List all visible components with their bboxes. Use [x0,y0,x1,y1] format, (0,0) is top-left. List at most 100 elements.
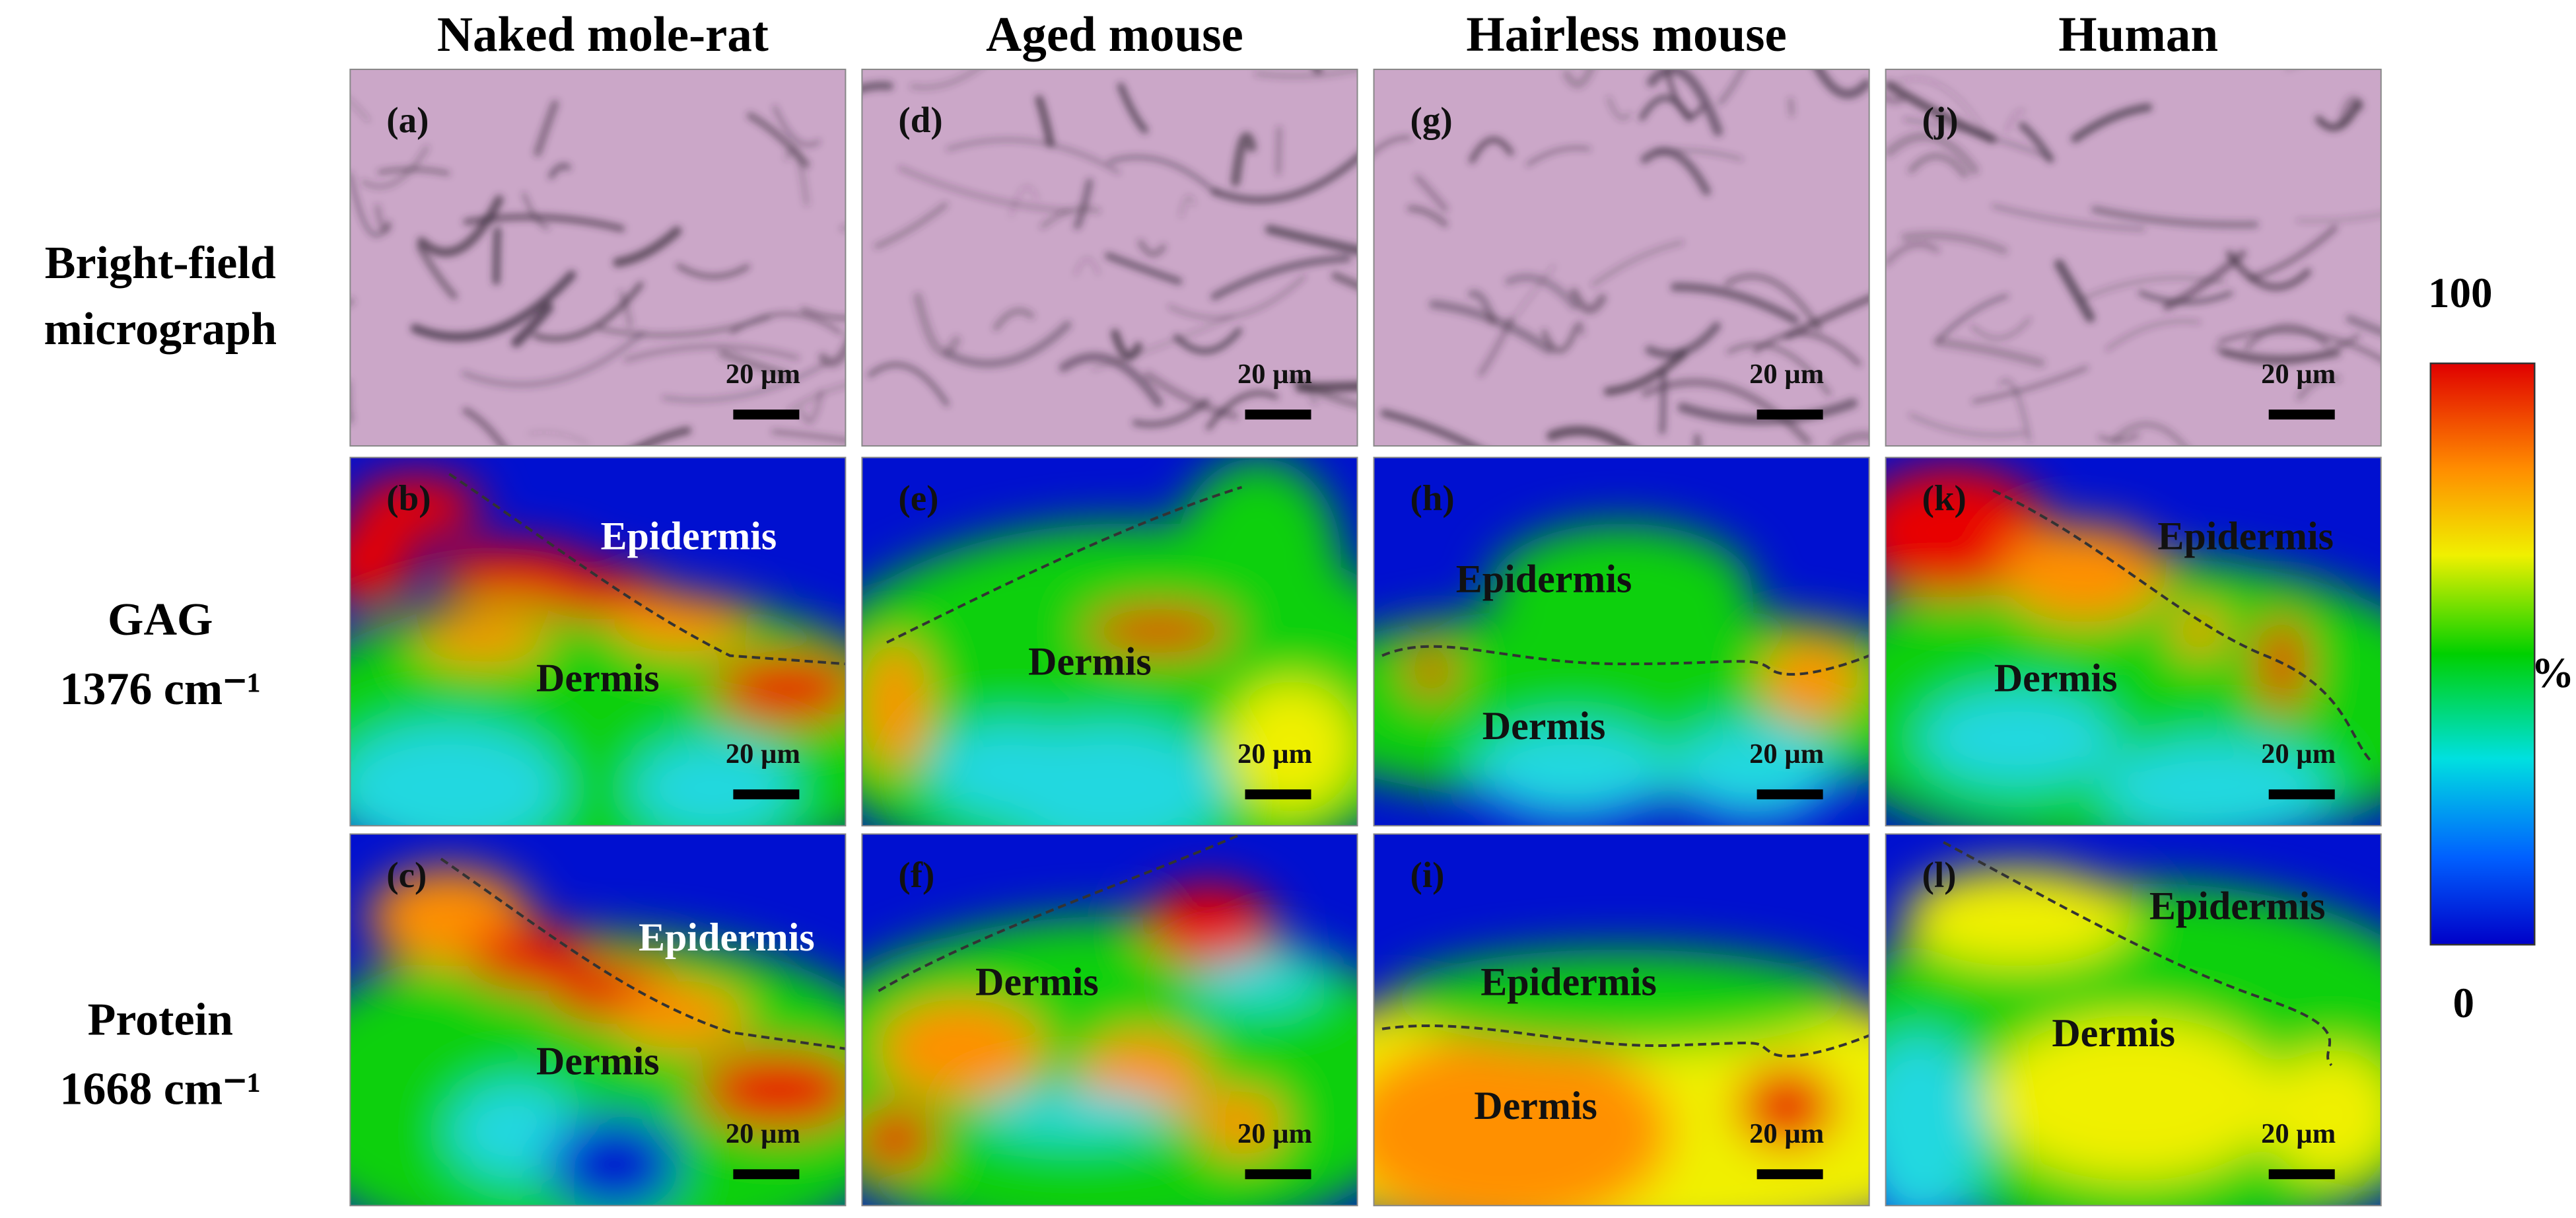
heat-blob [1225,680,1358,813]
fiber [534,100,559,157]
panel-border [1885,833,2382,1207]
fiber [1813,69,1869,99]
fiber [623,343,800,363]
row-label: GAG [108,594,213,645]
region-label: Epidermis [2157,514,2334,557]
fiber [1206,390,1279,431]
scale-bar [1757,789,1823,800]
heat-blob [614,982,747,1049]
fiber [1908,413,2025,437]
panel: Epidermis Dermis (l) 20 µm [1885,833,2382,1207]
boundary [1992,489,2374,764]
row-label: 1376 cm⁻¹ [59,664,261,715]
scale-label: 20 µm [1749,359,1824,390]
panel-border [1885,69,2382,447]
heat-blob [713,652,846,725]
fiber [547,162,571,180]
fiber [1934,294,2009,344]
fiber [1972,366,2089,404]
heat-blob [2100,738,2332,826]
panel-letter: (h) [1410,478,1455,519]
fiber [350,172,391,237]
fiber [1167,275,1306,319]
region-label: Dermis [536,656,660,699]
fiber [909,69,980,90]
scale-label: 20 µm [1749,738,1824,770]
panel-border [1885,456,2382,827]
fiber [1590,240,1685,287]
fiber [1603,349,1687,396]
fiber [1173,327,1242,355]
row-label: Protein [88,994,233,1045]
fiber [874,201,948,250]
fiber [1111,329,1142,361]
heat-blob [1175,457,1341,656]
region-label: Epidermis [2149,884,2326,927]
heat [1374,523,1869,821]
fiber [2098,433,2140,443]
fiber [1313,69,1322,74]
heat [1885,867,2381,1206]
fibers [1885,69,2381,447]
heat-blob [862,1106,936,1173]
fiber [2105,320,2201,351]
fiber [2296,213,2381,222]
fiber [1541,325,1579,354]
fiber [1374,135,1412,155]
scale-bar [733,789,800,800]
scale-bar [1245,1169,1311,1180]
panel-letter: (d) [898,100,942,140]
boundary [448,472,846,666]
panel: Epidermis Dermis (k) 20 µm [1885,456,2382,827]
fiber [2054,259,2095,323]
heat-blob [548,1114,681,1206]
panel-image [862,834,1358,1206]
panel-image [1374,834,1869,1206]
panel: (g) 20 µm [1373,69,1870,447]
heat-blob [1374,1032,1671,1206]
fiber [1638,94,1692,122]
scale-label: 20 µm [2261,1118,2336,1149]
fiber [492,227,502,285]
fiber [1784,295,1869,340]
row-label: 1668 cm⁻¹ [59,1063,261,1114]
fiber [613,226,682,268]
heat-blob [350,474,483,540]
fiber [2071,103,2153,143]
region-label: Epidermis [601,514,777,557]
fiber [1992,204,2145,231]
heat-blob [1918,688,2117,788]
fiber [946,138,1121,174]
panel-image [1885,834,2381,1206]
panel: (d) 20 µm [861,69,1358,447]
heat-blob [1762,639,1862,722]
fiber [730,312,843,335]
heat-blob [350,721,565,826]
scale-bar [1245,789,1311,800]
fiber [1570,287,1607,314]
heat-blob [1737,1065,1836,1148]
column-title: Naked mole-rat [437,7,769,62]
panel: Dermis (f) 20 µm [861,833,1358,1207]
panel-letter: (k) [1922,478,1967,519]
fiber [1607,96,1632,120]
fiber [2005,110,2025,133]
scale-label: 20 µm [726,359,800,390]
fiber [2225,250,2312,291]
fiber [1753,331,1862,367]
heat-blob [1142,883,1275,966]
fiber [1677,398,1858,425]
heat-blob [977,1090,1176,1140]
scale-label: 20 µm [1749,1118,1824,1149]
panel: Epidermis Dermis (i) 20 µm [1373,833,1870,1207]
heat-blob [2001,523,2167,623]
panel-image [1885,69,2381,447]
panel: Dermis (e) 20 µm [861,456,1358,827]
panel-letter: (g) [1410,100,1453,140]
fiber [463,213,625,233]
scale-label: 20 µm [1237,738,1312,770]
fiber [1231,131,1257,187]
fiber [2296,374,2341,401]
row-label: Bright-field [45,238,276,289]
heat-blob [878,999,1044,1098]
